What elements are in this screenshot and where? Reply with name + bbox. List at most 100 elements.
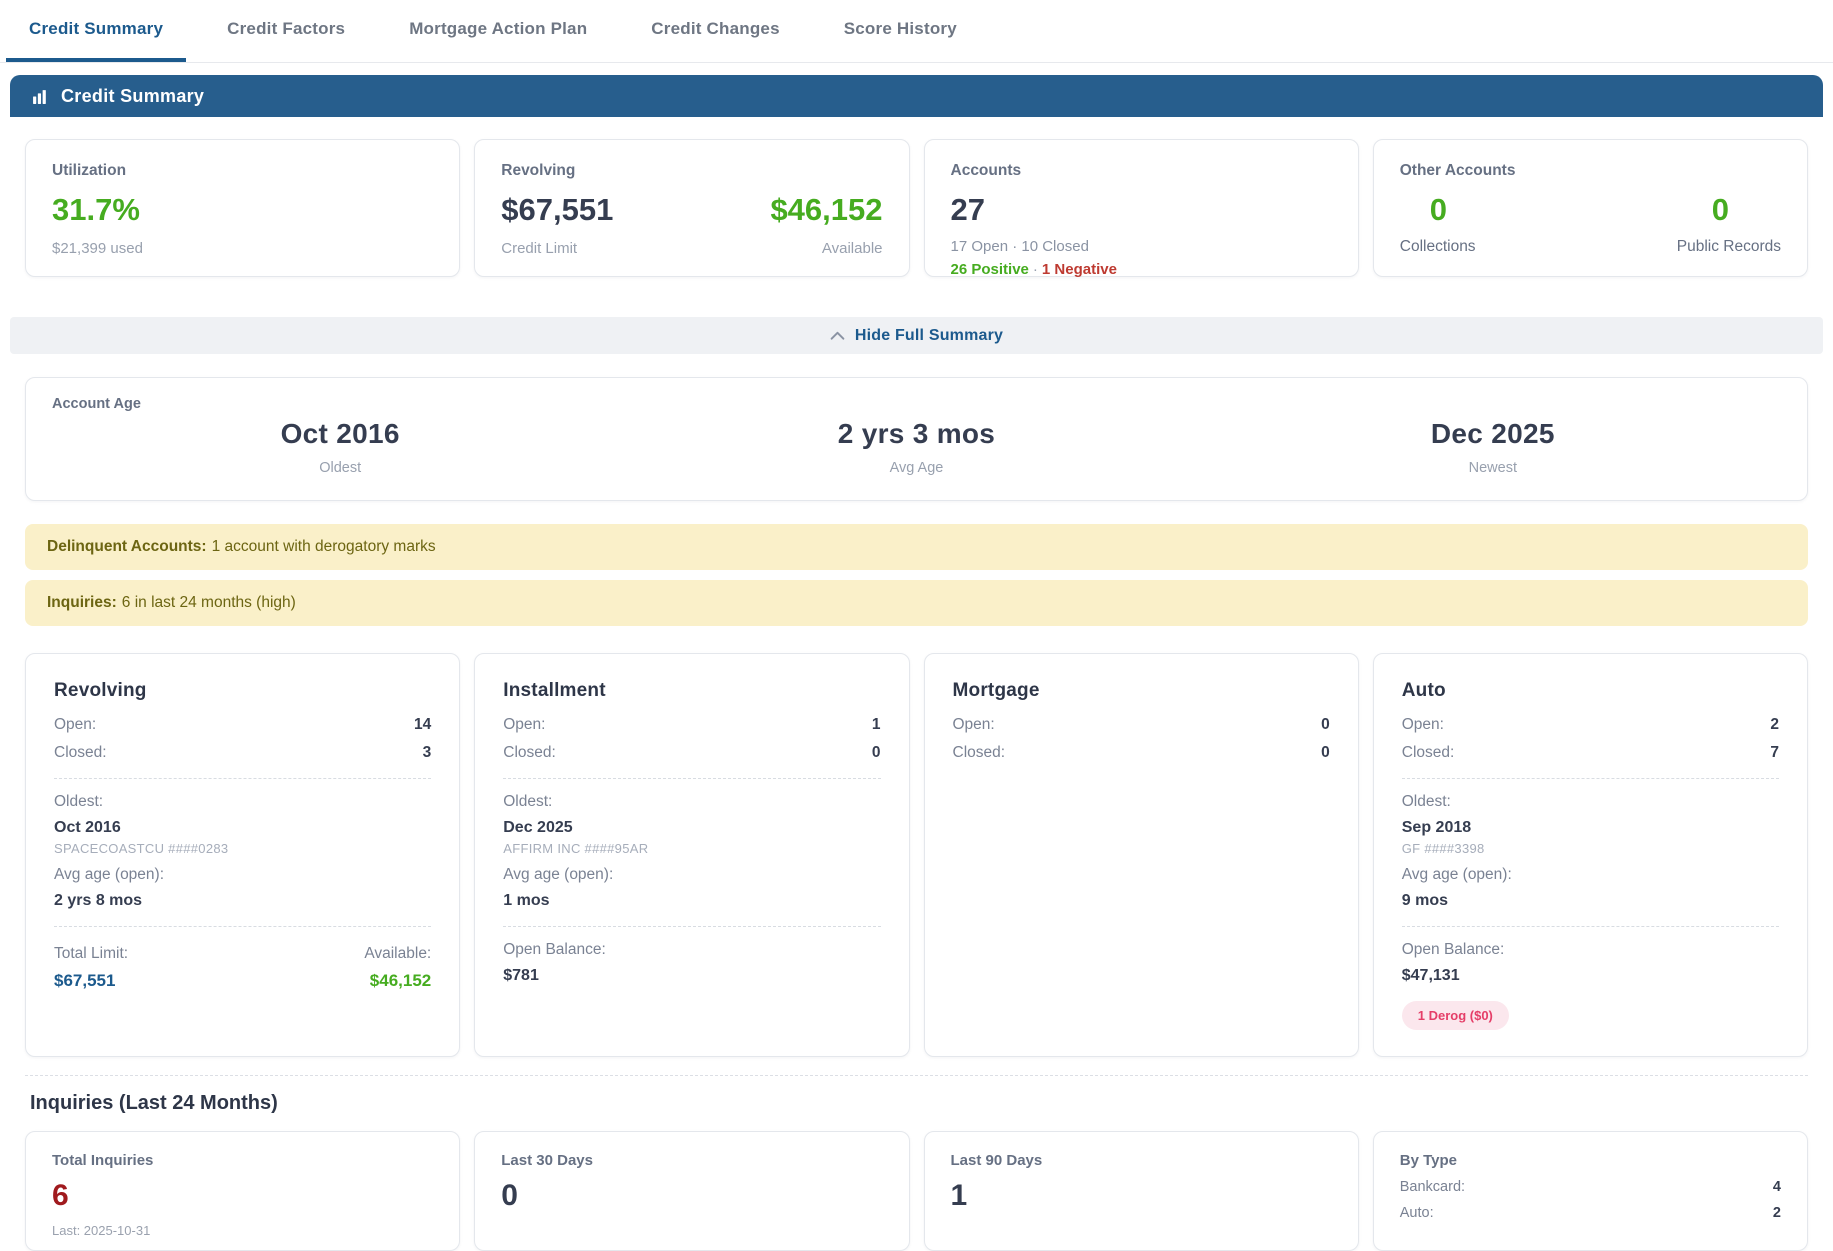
open-balance-label: Open Balance: — [1401, 941, 1505, 958]
oldest-value: Oct 2016 — [280, 418, 400, 449]
accounts-label: Accounts — [950, 162, 1022, 179]
total-limit-value: $67,551 — [54, 971, 116, 990]
closed-value: 0 — [1321, 744, 1330, 761]
last-30-days-label: Last 30 Days — [501, 1152, 593, 1169]
oldest-block: Oct 2016 Oldest — [52, 418, 628, 476]
accounts-summary-card: Accounts 27 17 Open · 10 Closed 26 Posit… — [923, 139, 1359, 278]
card-title: Revolving — [54, 680, 147, 701]
newest-label: Newest — [1468, 460, 1517, 476]
tab-credit-summary[interactable]: Credit Summary — [6, 0, 187, 62]
bankcard-label: Bankcard: — [1399, 1179, 1466, 1195]
avg-age-value: 1 mos — [503, 892, 550, 909]
oldest-account: SPACECOASTCU ####0283 — [54, 841, 229, 856]
public-records-label: Public Records — [1676, 238, 1781, 255]
alert-text: 1 account with derogatory marks — [211, 538, 436, 555]
available-value: $46,152 — [369, 971, 432, 990]
avg-age-value: 2 yrs 8 mos — [54, 892, 143, 909]
divider — [1401, 926, 1779, 927]
other-accounts-label: Other Accounts — [1399, 162, 1516, 179]
open-value: 2 — [1770, 716, 1779, 733]
bar-chart-icon — [32, 88, 49, 105]
utilization-label: Utilization — [52, 162, 127, 179]
total-inquiries-value: 6 — [52, 1179, 69, 1212]
divider — [503, 778, 881, 779]
divider — [54, 926, 432, 927]
utilization-used: $21,399 used — [52, 240, 143, 257]
avg-age-label: Avg age (open): — [1401, 866, 1512, 883]
oldest-label: Oldest — [319, 460, 362, 476]
open-value: 0 — [1321, 716, 1330, 733]
open-balance-label: Open Balance: — [503, 941, 606, 958]
closed-value: 7 — [1770, 744, 1779, 761]
oldest-account: GF ####3398 — [1401, 841, 1485, 856]
other-accounts-card: Other Accounts 0 Collections 0 Public Re… — [1372, 139, 1808, 277]
oldest-account: AFFIRM INC ####95AR — [503, 841, 649, 856]
by-type-card: By Type Bankcard: 4 Auto: 2 — [1372, 1131, 1808, 1251]
open-label: Open: — [54, 716, 97, 733]
revolving-detail-card: Revolving Open: 14 Closed: 3 Oldest: Oct 2… — [25, 653, 461, 1057]
tab-score-history[interactable]: Score History — [843, 19, 957, 38]
bankcard-value: 4 — [1772, 1179, 1781, 1195]
open-label: Open: — [952, 716, 995, 733]
revolving-label: Revolving — [501, 162, 576, 179]
available-label: Available — [821, 240, 883, 257]
public-records-block: 0 Public Records — [1677, 192, 1781, 256]
inquiries-row: Total Inquiries 6 Last: 2025-10-31 Last … — [25, 1131, 1808, 1251]
open-balance-value: $47,131 — [1401, 967, 1460, 984]
divider — [54, 778, 432, 779]
card-title: Installment — [503, 680, 606, 701]
divider — [503, 926, 881, 927]
accounts-open-closed: 17 Open · 10 Closed — [950, 238, 1089, 255]
utilization-card: Utilization 31.7% $21,399 used — [25, 139, 461, 277]
accounts-positive-negative: 26 Positive · 1 Negative — [951, 261, 1332, 278]
auto-value: 2 — [1772, 1205, 1781, 1221]
section-divider — [25, 1075, 1808, 1076]
total-inquiries-card: Total Inquiries 6 Last: 2025-10-31 — [25, 1131, 461, 1251]
hide-full-summary-toggle[interactable]: Hide Full Summary — [10, 317, 1823, 354]
chevron-up-icon — [830, 331, 845, 340]
available-block: Available: $46,152 — [364, 941, 431, 991]
inquiries-heading: Inquiries (Last 24 Months) — [30, 1092, 278, 1114]
tab-mortgage-action-plan[interactable]: Mortgage Action Plan — [409, 19, 588, 38]
section-title: Credit Summary — [61, 85, 205, 106]
delinquent-accounts-alert: Delinquent Accounts: 1 account with derog… — [25, 524, 1808, 570]
oldest-label: Oldest: — [54, 793, 104, 810]
account-age-card: Account Age Oct 2016 Oldest 2 yrs 3 mos … — [25, 377, 1808, 501]
total-inquiries-label: Total Inquiries — [52, 1152, 154, 1169]
credit-limit-value: $67,551 — [501, 192, 614, 227]
available-value: $46,152 — [770, 192, 883, 227]
total-limit-block: Total Limit: $67,551 — [54, 941, 128, 991]
open-label: Open: — [503, 716, 546, 733]
auto-label: Auto: — [1399, 1205, 1434, 1221]
tab-credit-factors[interactable]: Credit Factors — [227, 19, 346, 38]
oldest-value: Oct 2016 — [54, 819, 121, 836]
open-value: 1 — [871, 716, 881, 733]
last-90-days-label: Last 90 Days — [950, 1152, 1043, 1169]
credit-limit-label: Credit Limit — [501, 240, 578, 257]
avg-age-label: Avg age (open): — [503, 866, 614, 883]
closed-label: Closed: — [503, 744, 556, 761]
last-inquiry-date: Last: 2025-10-31 — [52, 1223, 151, 1238]
closed-label: Closed: — [54, 744, 107, 761]
derog-badge: 1 Derog ($0) — [1401, 1001, 1509, 1030]
collections-block: 0 Collections — [1400, 192, 1476, 256]
closed-value: 3 — [422, 744, 432, 761]
tab-bar: Credit Summary Credit Factors Mortgage A… — [0, 0, 1833, 63]
avg-age-value: 9 mos — [1401, 892, 1448, 909]
last-90-days-value: 1 — [950, 1179, 968, 1212]
account-types-row: Revolving Open: 14 Closed: 3 Oldest: Oct 2… — [25, 653, 1808, 1057]
oldest-value: Dec 2025 — [503, 819, 573, 836]
total-limit-label: Total Limit: — [54, 945, 129, 962]
accounts-total: 27 — [950, 192, 985, 227]
public-records-value: 0 — [1711, 192, 1729, 227]
last-30-days-card: Last 30 Days 0 — [474, 1131, 910, 1251]
tab-credit-changes[interactable]: Credit Changes — [651, 19, 780, 38]
hide-full-summary-label: Hide Full Summary — [854, 326, 1004, 344]
oldest-label: Oldest: — [1401, 793, 1451, 810]
open-value: 14 — [414, 716, 432, 733]
card-title: Auto — [1401, 680, 1446, 701]
newest-block: Dec 2025 Newest — [1205, 418, 1781, 476]
by-type-label: By Type — [1399, 1152, 1457, 1169]
utilization-value: 31.7% — [52, 192, 140, 227]
auto-detail-card: Auto Open: 2 Closed: 7 Oldest: Sep 2018 GF… — [1372, 653, 1808, 1057]
